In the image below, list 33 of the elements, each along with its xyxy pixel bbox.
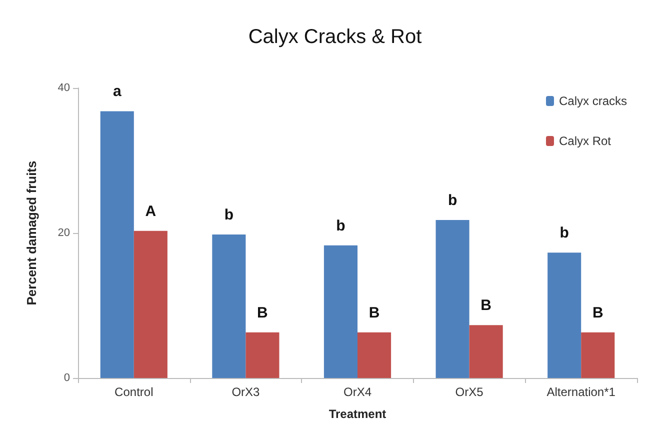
- annotation: b: [560, 224, 569, 242]
- annotation: A: [145, 202, 156, 220]
- annotation: B: [480, 297, 492, 314]
- annotation: b: [224, 206, 234, 224]
- y-axis-title: Percent damaged fruits: [24, 160, 39, 306]
- bar: [212, 234, 246, 378]
- bar: [581, 332, 615, 378]
- legend-label: Calyx cracks: [558, 94, 628, 108]
- y-tick-label: 40: [58, 82, 70, 94]
- bar: [324, 245, 358, 378]
- bar: [436, 220, 470, 378]
- y-tick-label: 0: [64, 372, 70, 384]
- x-tick-label: Control: [114, 385, 154, 399]
- chart-title: Calyx Cracks & Rot: [248, 26, 422, 48]
- annotation: B: [257, 304, 268, 322]
- x-tick-label: OrX4: [343, 385, 372, 399]
- bar: [100, 111, 134, 378]
- annotation: a: [112, 83, 122, 100]
- x-tick-label: OrX5: [455, 385, 484, 399]
- bar: [134, 230, 168, 378]
- bar: [358, 332, 392, 378]
- annotation: b: [336, 217, 346, 234]
- bar: [548, 252, 582, 378]
- x-axis-title: Treatment: [328, 407, 386, 421]
- annotation: B: [368, 304, 380, 322]
- bar: [469, 325, 503, 378]
- annotation: b: [448, 192, 458, 209]
- bar: [246, 332, 280, 378]
- annotation: B: [592, 304, 604, 322]
- legend-label: Calyx Rot: [558, 134, 612, 148]
- x-tick-label: Alternation*1: [546, 385, 616, 399]
- x-tick-label: OrX3: [232, 385, 260, 399]
- y-tick-label: 20: [58, 227, 70, 239]
